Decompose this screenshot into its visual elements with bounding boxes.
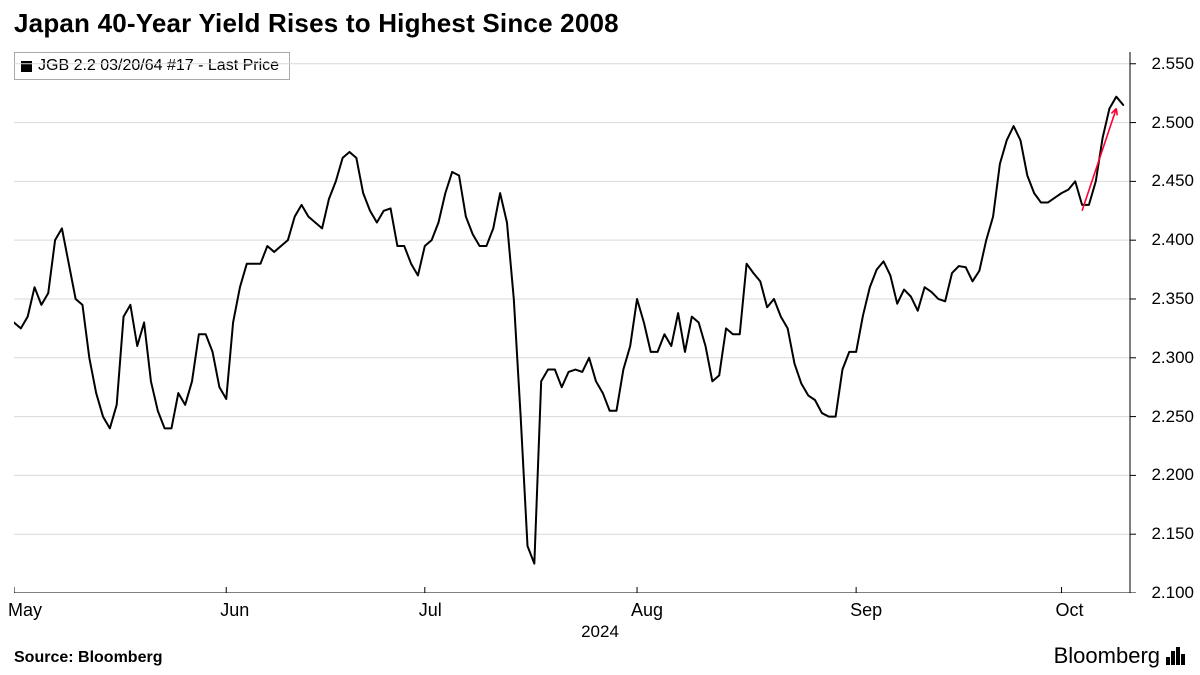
brand-bars-icon xyxy=(1166,647,1186,665)
x-tick-label: Aug xyxy=(631,600,663,621)
y-tick-label: 2.450 xyxy=(1151,171,1194,191)
source-line: Source: Bloomberg xyxy=(14,649,162,667)
x-tick-label: Jun xyxy=(220,600,249,621)
chart-plot-area xyxy=(14,52,1130,593)
y-tick-label: 2.100 xyxy=(1151,583,1194,603)
y-tick-label: 2.250 xyxy=(1151,407,1194,427)
y-tick-label: 2.200 xyxy=(1151,465,1194,485)
y-tick-label: 2.150 xyxy=(1151,524,1194,544)
y-tick-label: 2.550 xyxy=(1151,54,1194,74)
brand-logo: Bloomberg xyxy=(1054,643,1186,669)
y-tick-label: 2.400 xyxy=(1151,230,1194,250)
x-tick-label: Jul xyxy=(419,600,442,621)
x-tick-label: Sep xyxy=(850,600,882,621)
x-tick-label: Oct xyxy=(1056,600,1084,621)
brand-text: Bloomberg xyxy=(1054,643,1160,669)
x-tick-label: May xyxy=(8,600,42,621)
y-tick-label: 2.300 xyxy=(1151,348,1194,368)
chart-title: Japan 40-Year Yield Rises to Highest Sin… xyxy=(14,8,619,39)
y-tick-label: 2.350 xyxy=(1151,289,1194,309)
x-axis-year: 2024 xyxy=(581,622,619,642)
y-tick-label: 2.500 xyxy=(1151,113,1194,133)
